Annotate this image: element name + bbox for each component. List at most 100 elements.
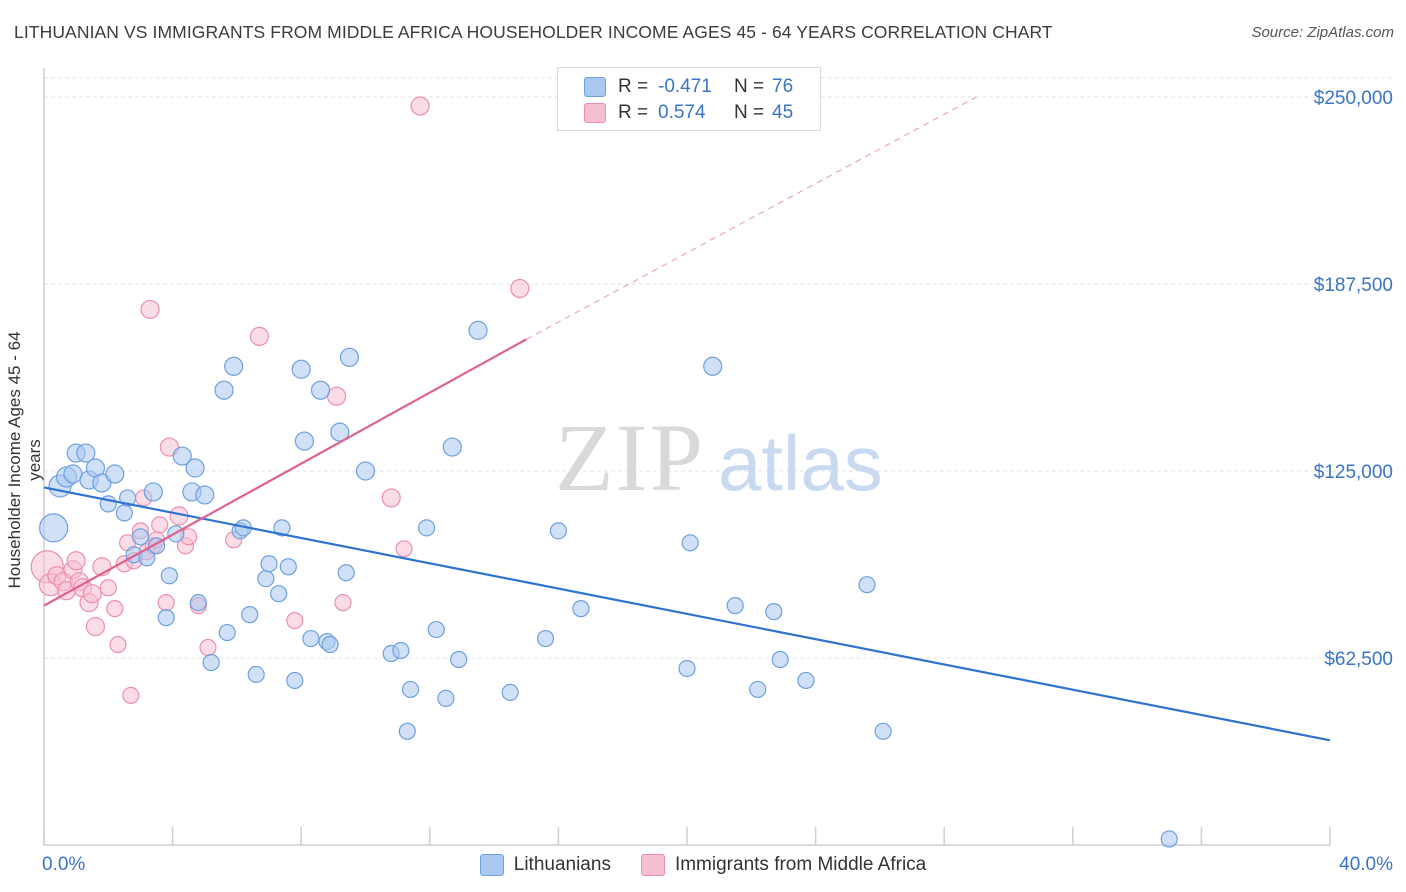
data-point-middle-africa (140, 299, 160, 320)
data-point-lithuanian (294, 431, 315, 451)
axes (43, 68, 1331, 846)
data-point-middle-africa (286, 611, 304, 630)
legend-n-label: N = (734, 76, 765, 97)
data-point-lithuanian (678, 659, 696, 678)
data-point-lithuanian (501, 683, 519, 702)
data-point-lithuanian (874, 722, 892, 740)
data-point-lithuanian (273, 519, 291, 537)
data-point-middle-africa (99, 579, 117, 597)
legend-n-value: 76 (772, 76, 794, 97)
data-point-lithuanian (681, 534, 699, 552)
y-tick-label: $62,500 (1324, 649, 1393, 670)
trend-line-middle-africa-extension (525, 96, 977, 340)
data-point-lithuanian (797, 671, 815, 690)
data-point-lithuanian (270, 585, 288, 603)
data-point-middle-africa (249, 326, 270, 346)
data-point-lithuanian (450, 650, 468, 669)
data-point-middle-africa (326, 386, 347, 406)
data-point-lithuanian (160, 567, 178, 585)
data-point-middle-africa (157, 594, 175, 612)
data-point-middle-africa (122, 686, 140, 705)
data-point-lithuanian (115, 504, 133, 522)
data-point-lithuanian (279, 558, 297, 576)
chart-title: LITHUANIAN VS IMMIGRANTS FROM MIDDLE AFR… (14, 22, 1053, 42)
pink-points (30, 96, 530, 705)
data-point-middle-africa (85, 616, 106, 637)
legend-swatch-blue (479, 854, 504, 876)
data-point-lithuanian (536, 629, 555, 648)
data-point-lithuanian (202, 653, 220, 672)
data-point-middle-africa (82, 584, 102, 604)
legend-r-label: R = (618, 102, 649, 123)
data-point-lithuanian (218, 623, 236, 642)
data-point-lithuanian (247, 665, 265, 684)
legend-row-lithuanians: R = -0.471 N = 76 (584, 74, 793, 100)
legend-n-label: N = (734, 102, 765, 123)
watermark: ZIP atlas (555, 404, 883, 511)
data-point-middle-africa (66, 551, 86, 571)
trend-line-lithuanians (43, 486, 1331, 742)
tick-labels: $62,500 $125,000 $187,500 $250,000 0.0% 40.0% (42, 88, 1393, 875)
data-point-lithuanian (401, 680, 420, 699)
data-point-lithuanian (337, 564, 355, 582)
data-point-lithuanian (321, 635, 339, 654)
legend-item-middle-africa[interactable]: Immigrants from Middle Africa (640, 852, 927, 878)
data-point-lithuanian (257, 570, 275, 588)
data-point-middle-africa (410, 96, 430, 116)
legend-swatch-pink (640, 854, 665, 876)
data-point-lithuanian (355, 461, 376, 481)
x-tick-label-left: 0.0% (42, 854, 85, 875)
data-point-lithuanian (185, 458, 205, 478)
series-legend: Lithuanians Immigrants from Middle Afric… (0, 852, 1406, 878)
data-point-middle-africa (381, 488, 401, 508)
data-point-middle-africa (334, 594, 352, 612)
legend-r-value: -0.471 (658, 76, 712, 97)
data-point-lithuanian (427, 620, 445, 639)
y-tick-label: $250,000 (1314, 88, 1393, 109)
data-point-lithuanian (189, 594, 207, 612)
data-point-lithuanian (726, 597, 744, 615)
data-point-lithuanian (310, 380, 331, 400)
data-point-lithuanian (63, 464, 83, 484)
data-point-lithuanian (291, 359, 311, 379)
data-point-lithuanian (118, 489, 137, 507)
legend-label-middle-africa: Immigrants from Middle Africa (674, 854, 927, 875)
data-point-lithuanian (437, 689, 455, 707)
data-point-lithuanian (398, 722, 416, 740)
blue-points (39, 320, 1178, 848)
data-point-lithuanian (143, 482, 163, 502)
data-point-lithuanian (703, 356, 723, 376)
legend-label-lithuanians: Lithuanians (513, 854, 611, 875)
legend-r-label: R = (618, 76, 649, 97)
data-point-lithuanian (765, 603, 783, 621)
data-point-lithuanian (417, 519, 436, 537)
trend-line-middle-africa (43, 338, 527, 607)
y-tick-label: $187,500 (1314, 275, 1393, 296)
data-point-middle-africa (510, 278, 530, 299)
data-point-lithuanian (572, 600, 590, 618)
legend-swatch-blue (584, 77, 606, 97)
watermark-atlas: atlas (718, 419, 883, 507)
data-point-lithuanian (39, 513, 69, 543)
data-point-lithuanian (858, 576, 876, 594)
data-point-lithuanian (172, 446, 192, 466)
data-point-middle-africa (151, 516, 169, 534)
trend-lines (43, 96, 1331, 742)
y-tick-label: $125,000 (1314, 462, 1393, 483)
legend-r-value: 0.574 (658, 102, 706, 123)
data-point-lithuanian (241, 606, 259, 624)
data-point-middle-africa (109, 635, 127, 654)
legend-swatch-pink (584, 103, 606, 123)
legend-n-value: 45 (772, 102, 794, 123)
data-point-lithuanian (392, 641, 410, 660)
x-tick-label-right: 40.0% (1339, 854, 1393, 875)
data-point-lithuanian (224, 356, 244, 376)
data-point-lithuanian (339, 347, 360, 367)
data-point-lithuanian (131, 528, 150, 546)
data-point-middle-africa (395, 540, 413, 558)
legend-item-lithuanians[interactable]: Lithuanians (479, 852, 611, 878)
data-point-middle-africa (106, 600, 124, 618)
data-point-lithuanian (286, 671, 304, 690)
chart-source: Source: ZipAtlas.com (1251, 24, 1394, 41)
